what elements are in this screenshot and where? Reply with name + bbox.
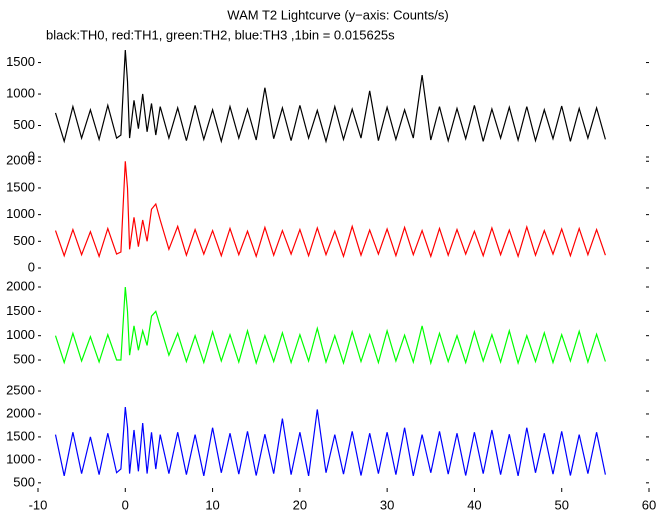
y-tick-label: 500 [13, 474, 35, 489]
y-tick-label: 1000 [6, 85, 35, 100]
light-curve [54, 286, 606, 366]
y-tick-label: 1500 [6, 303, 35, 318]
y-tick-label: 2000 [6, 405, 35, 420]
y-tick-label: 500 [13, 117, 35, 132]
x-tick-label: 30 [380, 497, 394, 512]
y-tick-label: 1500 [6, 179, 35, 194]
x-tick-label: 20 [293, 497, 307, 512]
x-tick-label: -10 [29, 497, 48, 512]
y-tick-label: 500 [13, 351, 35, 366]
chart-title: WAM T2 Lightcurve (y−axis: Counts/s) [227, 7, 448, 22]
y-tick-label: 1000 [6, 206, 35, 221]
y-tick-label: 1000 [6, 327, 35, 342]
x-tick-label: 0 [122, 497, 129, 512]
y-tick-label: 1500 [6, 54, 35, 69]
x-tick-label: 50 [554, 497, 568, 512]
x-tick-label: 40 [467, 497, 481, 512]
y-tick-label: 0 [28, 148, 35, 163]
x-tick-label: 60 [642, 497, 656, 512]
y-tick-label: 1500 [6, 428, 35, 443]
x-tick-label: 10 [205, 497, 219, 512]
light-curve [54, 161, 606, 259]
y-tick-label: 500 [13, 233, 35, 248]
y-tick-label: 2000 [6, 153, 35, 168]
y-tick-label: 0 [28, 259, 35, 274]
y-tick-label: 2000 [6, 278, 35, 293]
light-curve [54, 49, 606, 144]
y-tick-label: 1000 [6, 451, 35, 466]
chart-subtitle: black:TH0, red:TH1, green:TH2, blue:TH3 … [46, 27, 395, 42]
y-tick-label: 2500 [6, 382, 35, 397]
light-curve [54, 407, 606, 477]
